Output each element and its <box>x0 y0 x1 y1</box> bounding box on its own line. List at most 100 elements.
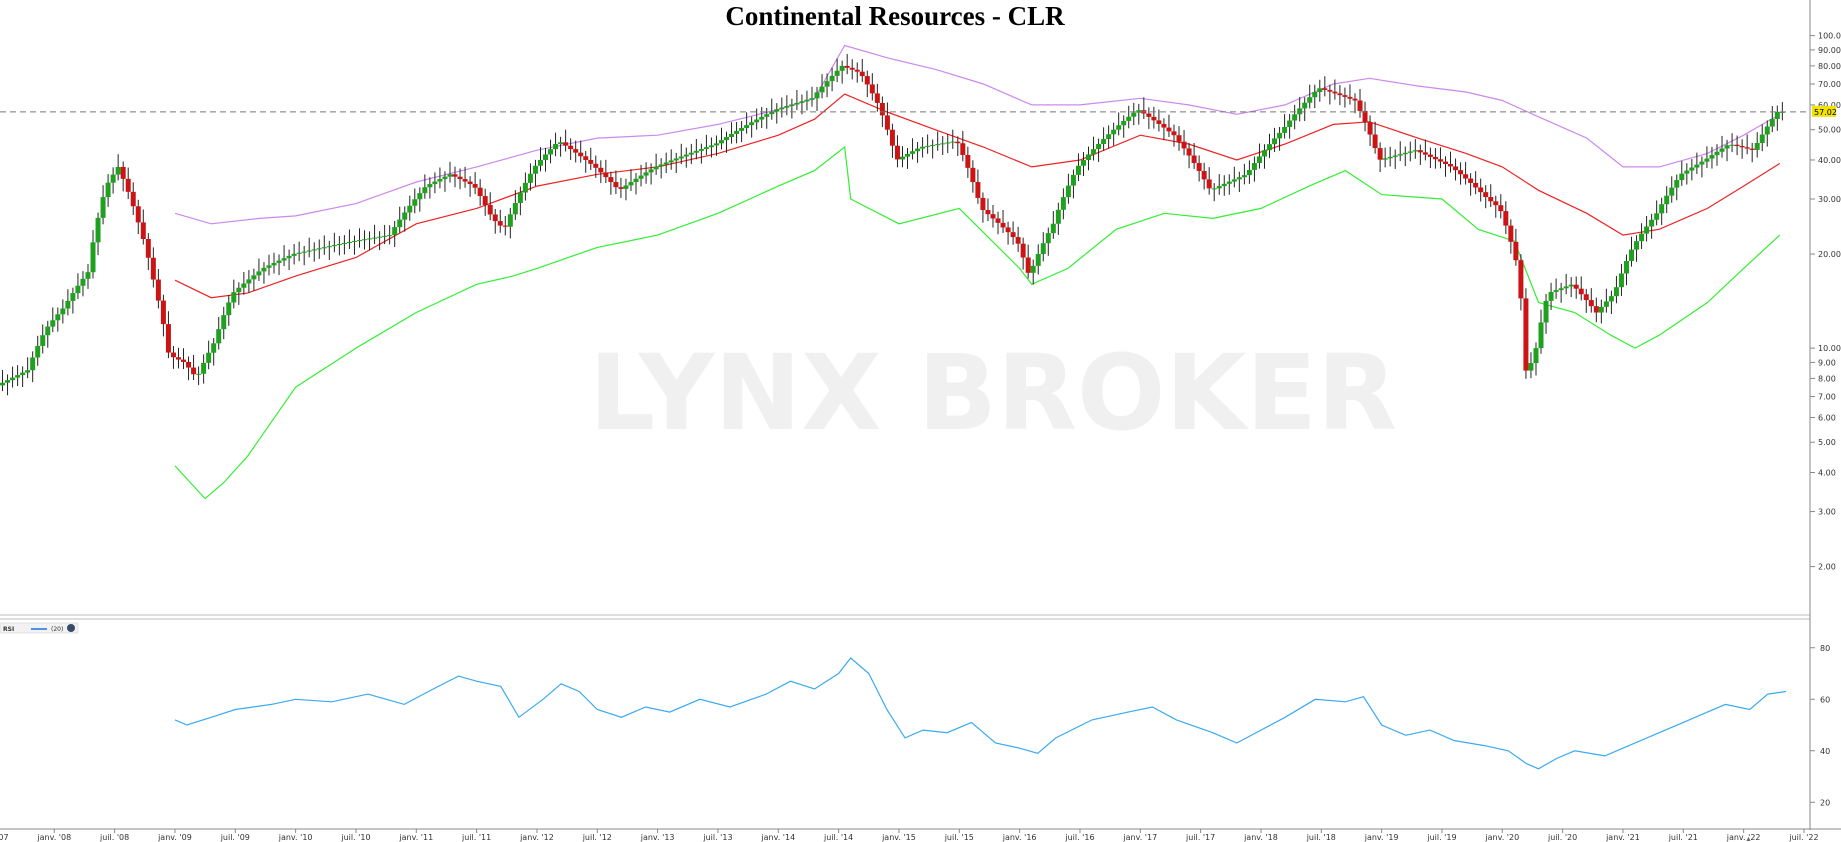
candle-body <box>1211 188 1217 190</box>
candle-body <box>834 70 840 76</box>
candle <box>271 252 277 274</box>
candle <box>1644 216 1650 242</box>
candle <box>784 95 790 116</box>
candle-body <box>1055 209 1061 224</box>
candle-body <box>643 172 649 176</box>
candle-body <box>15 375 21 378</box>
candle <box>326 240 332 260</box>
candle <box>1734 135 1740 156</box>
candle <box>734 122 740 144</box>
candle <box>1106 125 1112 149</box>
candle-body <box>145 239 151 258</box>
candle-body <box>884 115 890 130</box>
candle-body <box>427 184 433 188</box>
time-tick-label: janv. '15 <box>881 833 916 842</box>
candle-body <box>532 165 538 174</box>
rsi-legend[interactable]: RSI (20) <box>0 622 79 634</box>
candle-body <box>930 145 936 147</box>
candle <box>884 102 890 136</box>
candle <box>1302 97 1308 122</box>
time-tick-label: janv. '20 <box>1484 833 1519 842</box>
candle-body <box>321 247 327 249</box>
candle <box>558 136 564 157</box>
candle-body <box>970 167 976 183</box>
candle <box>1407 141 1413 162</box>
candle <box>407 195 413 221</box>
candle-body <box>1121 120 1127 126</box>
candle <box>140 209 146 245</box>
candle <box>1684 163 1690 185</box>
candle <box>864 70 870 98</box>
time-tick-label: janv. '19 <box>1364 833 1399 842</box>
candle-body <box>271 262 277 266</box>
candle <box>472 172 478 195</box>
scroll-arrow-icon[interactable]: ▲ <box>1745 836 1752 842</box>
rsi-legend-param: (20) <box>51 626 63 633</box>
candle <box>1101 127 1107 151</box>
candle-body <box>1473 182 1479 188</box>
candle <box>794 90 800 111</box>
candle <box>1774 105 1780 131</box>
candle <box>543 147 549 172</box>
candle-body <box>1573 284 1579 289</box>
candle-body <box>980 197 986 211</box>
candle-body <box>1523 298 1529 371</box>
candle <box>1503 201 1509 235</box>
candle <box>427 177 433 199</box>
candle <box>769 98 775 120</box>
candle-body <box>789 104 795 107</box>
candle-body <box>517 192 523 204</box>
last-price-label: 57.02 <box>1814 108 1837 117</box>
candle <box>905 148 911 169</box>
candle-body <box>241 283 247 288</box>
candle <box>930 139 936 159</box>
candle <box>1055 202 1061 235</box>
candle <box>522 172 528 201</box>
candle-body <box>1372 134 1378 149</box>
candle <box>925 134 931 154</box>
candle-body <box>482 196 488 205</box>
candle <box>35 335 41 366</box>
candle <box>20 366 26 387</box>
candle <box>844 53 850 75</box>
candle-body <box>522 182 528 193</box>
candle-body <box>75 285 81 294</box>
settings-icon[interactable] <box>67 624 75 632</box>
candle-body <box>1709 155 1715 159</box>
candle-body <box>367 238 373 240</box>
price-tick-label: 80.00 <box>1818 62 1841 71</box>
candle <box>628 169 634 192</box>
candle <box>955 136 961 157</box>
candle-body <box>266 265 272 268</box>
candle <box>251 268 257 291</box>
candle <box>125 167 131 200</box>
candle <box>1347 84 1353 105</box>
candle <box>774 103 780 124</box>
candle <box>894 135 900 168</box>
candle <box>241 271 247 295</box>
candle-body <box>1513 241 1519 261</box>
candle <box>1287 113 1293 139</box>
candle <box>341 235 347 255</box>
candle-body <box>548 149 554 155</box>
candle-body <box>407 205 413 213</box>
candle <box>115 154 121 181</box>
candle <box>1779 102 1785 121</box>
candle <box>1060 188 1066 220</box>
candle <box>291 244 297 265</box>
candle <box>1588 288 1594 313</box>
candle <box>1583 288 1589 313</box>
candle <box>1623 254 1629 286</box>
candle-body <box>1578 288 1584 295</box>
candle-body <box>1679 173 1685 181</box>
candle <box>1191 143 1197 169</box>
candle-body <box>502 225 508 227</box>
candle <box>1166 114 1172 137</box>
candle-body <box>115 166 121 175</box>
candle-body <box>306 250 312 252</box>
candle <box>1402 146 1408 167</box>
candle-body <box>588 159 594 164</box>
candle-body <box>281 258 287 261</box>
candle-body <box>135 206 141 223</box>
candle <box>1649 213 1655 239</box>
